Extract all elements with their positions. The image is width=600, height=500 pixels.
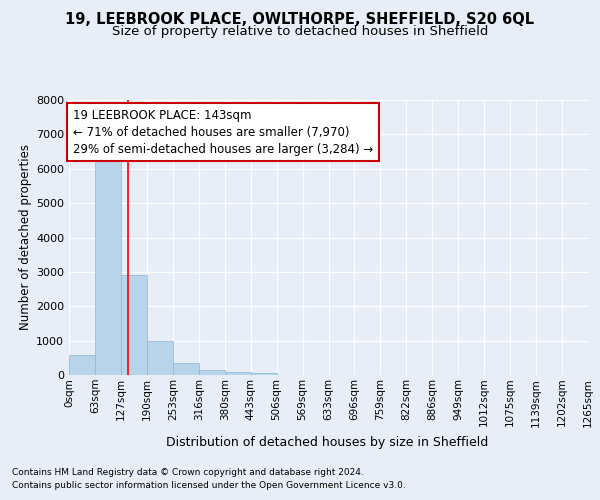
Bar	[173, 362, 199, 375]
Bar	[226, 372, 251, 375]
Bar	[199, 370, 225, 375]
Bar	[147, 342, 173, 375]
Text: Distribution of detached houses by size in Sheffield: Distribution of detached houses by size …	[166, 436, 488, 449]
Text: Contains public sector information licensed under the Open Government Licence v3: Contains public sector information licen…	[12, 480, 406, 490]
Bar	[121, 274, 147, 375]
Bar	[95, 156, 121, 375]
Text: Size of property relative to detached houses in Sheffield: Size of property relative to detached ho…	[112, 25, 488, 38]
Y-axis label: Number of detached properties: Number of detached properties	[19, 144, 32, 330]
Bar	[251, 373, 277, 375]
Text: 19, LEEBROOK PLACE, OWLTHORPE, SHEFFIELD, S20 6QL: 19, LEEBROOK PLACE, OWLTHORPE, SHEFFIELD…	[65, 12, 535, 28]
Bar	[69, 355, 95, 375]
Text: Contains HM Land Registry data © Crown copyright and database right 2024.: Contains HM Land Registry data © Crown c…	[12, 468, 364, 477]
Text: 19 LEEBROOK PLACE: 143sqm
← 71% of detached houses are smaller (7,970)
29% of se: 19 LEEBROOK PLACE: 143sqm ← 71% of detac…	[73, 108, 373, 156]
